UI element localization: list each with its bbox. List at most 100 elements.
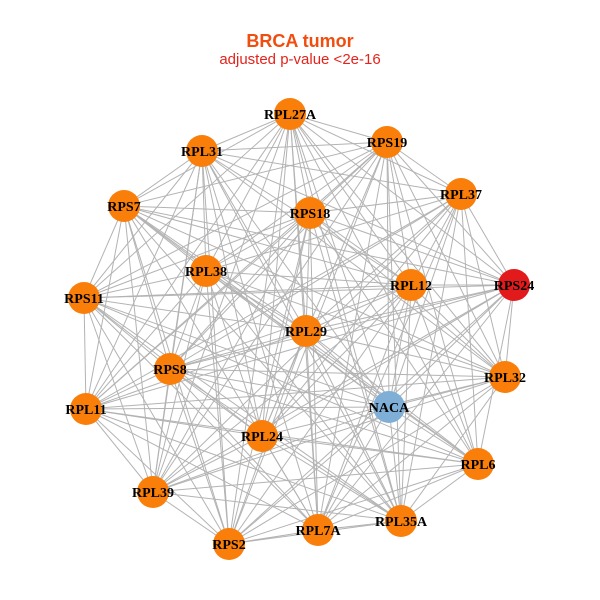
edge-rpl39-rpl35a	[152, 491, 402, 522]
edge-rps8-rpl39	[152, 368, 171, 493]
node-rps24[interactable]: RPS24	[494, 269, 534, 301]
edge-rps11-rpl29	[83, 297, 307, 332]
node-label: RPL11	[65, 403, 106, 418]
node-circle[interactable]	[373, 391, 405, 423]
edge-rpl37-rpl12	[410, 193, 462, 286]
node-rpl31[interactable]: RPL31	[181, 135, 223, 167]
edge-rpl38-rpl6	[205, 270, 479, 465]
node-label: RPL37	[440, 188, 482, 203]
edge-rps8-rpl24	[169, 368, 263, 437]
node-circle[interactable]	[395, 269, 427, 301]
node-circle[interactable]	[498, 269, 530, 301]
node-naca[interactable]: NACA	[369, 391, 410, 423]
node-label: RPL32	[484, 371, 526, 386]
node-label: RPS2	[212, 538, 245, 553]
edge-rpl12-rpl29	[305, 284, 412, 332]
node-label: RPS24	[494, 279, 534, 294]
edge-rpl31-rpl37	[201, 150, 462, 195]
node-rpl24[interactable]: RPL24	[241, 420, 283, 452]
node-circle[interactable]	[489, 361, 521, 393]
edge-rps18-rpl7a	[309, 212, 319, 531]
node-rps11[interactable]: RPS11	[64, 282, 104, 314]
node-label: RPL39	[132, 486, 174, 501]
node-circle[interactable]	[385, 505, 417, 537]
node-rpl6[interactable]: RPL6	[461, 448, 496, 480]
node-circle[interactable]	[108, 190, 140, 222]
node-layer: RPL27A RPL31 RPS19 RPS7 RPL37 RPS18 RPL38 RPL12…	[64, 98, 534, 560]
edge-rps24-naca	[388, 284, 515, 408]
edge-naca-rpl6	[388, 406, 479, 465]
edge-rpl6-rpl7a	[317, 463, 479, 531]
node-rpl39[interactable]: RPL39	[132, 476, 174, 508]
edge-rps7-rps11	[83, 205, 125, 299]
node-circle[interactable]	[186, 135, 218, 167]
node-label: RPL31	[181, 145, 223, 160]
node-circle[interactable]	[70, 393, 102, 425]
edge-rpl31-rps2	[201, 150, 230, 545]
node-circle[interactable]	[154, 353, 186, 385]
node-label: RPS19	[367, 136, 407, 151]
node-rps8[interactable]: RPS8	[153, 353, 187, 385]
node-rps2[interactable]: RPS2	[212, 528, 246, 560]
node-circle[interactable]	[302, 514, 334, 546]
node-circle[interactable]	[290, 315, 322, 347]
figure-title: BRCA tumor	[246, 31, 354, 51]
edge-layer	[83, 113, 515, 545]
edge-rps8-rpl6	[169, 368, 479, 465]
node-rpl35a[interactable]: RPL35A	[375, 505, 428, 537]
node-circle[interactable]	[190, 255, 222, 287]
node-label: RPS18	[290, 207, 330, 222]
node-rps19[interactable]: RPS19	[367, 126, 407, 158]
edge-rpl27a-rps2	[228, 113, 291, 545]
node-circle[interactable]	[213, 528, 245, 560]
edge-rps18-rpl24	[261, 212, 311, 437]
edge-rpl32-rpl7a	[317, 376, 506, 531]
node-circle[interactable]	[246, 420, 278, 452]
node-label: RPL6	[461, 458, 496, 473]
node-rpl11[interactable]: RPL11	[65, 393, 107, 425]
edge-rpl37-naca	[388, 193, 462, 408]
node-label: RPL27A	[264, 108, 317, 123]
node-label: RPL12	[390, 279, 432, 294]
edge-rpl27a-rpl32	[289, 113, 506, 378]
edge-rpl31-rps19	[201, 141, 388, 152]
node-label: RPL24	[241, 430, 283, 445]
node-rpl12[interactable]: RPL12	[390, 269, 432, 301]
edge-rpl24-rpl6	[261, 435, 479, 465]
node-circle[interactable]	[68, 282, 100, 314]
edge-rpl32-rpl35a	[400, 376, 506, 522]
node-circle[interactable]	[445, 178, 477, 210]
edge-rpl27a-rps19	[289, 113, 388, 143]
edge-rpl29-rpl7a	[305, 330, 319, 531]
figure-subtitle: adjusted p-value <2e-16	[219, 51, 381, 68]
edge-rps8-naca	[169, 368, 390, 408]
node-circle[interactable]	[274, 98, 306, 130]
node-circle[interactable]	[137, 476, 169, 508]
edge-rpl24-rpl35a	[261, 435, 402, 522]
node-rpl27a[interactable]: RPL27A	[264, 98, 317, 130]
edge-rps18-rpl35a	[309, 212, 402, 522]
edge-rps18-rps2	[228, 212, 311, 545]
edge-rpl27a-rpl38	[205, 113, 291, 272]
edge-rpl38-rps8	[169, 270, 207, 370]
edge-rps7-rpl12	[123, 205, 412, 286]
node-rps18[interactable]: RPS18	[290, 197, 330, 229]
edge-rps19-rps8	[169, 141, 388, 370]
node-circle[interactable]	[294, 197, 326, 229]
edge-rpl12-rps11	[83, 284, 412, 299]
node-circle[interactable]	[371, 126, 403, 158]
node-rpl29[interactable]: RPL29	[285, 315, 327, 347]
edge-rps19-rpl35a	[386, 141, 402, 522]
node-label: RPL35A	[375, 515, 428, 530]
node-rps7[interactable]: RPS7	[107, 190, 141, 222]
edge-naca-rpl39	[152, 406, 390, 493]
node-rpl38[interactable]: RPL38	[185, 255, 227, 287]
node-rpl32[interactable]: RPL32	[484, 361, 526, 393]
edge-rpl27a-rps24	[289, 113, 515, 286]
edge-rps19-rps11	[83, 141, 388, 299]
node-rpl37[interactable]: RPL37	[440, 178, 482, 210]
node-circle[interactable]	[462, 448, 494, 480]
node-rpl7a[interactable]: RPL7A	[295, 514, 341, 546]
edge-rpl29-naca	[305, 330, 390, 408]
edge-rpl32-rps2	[228, 376, 506, 545]
